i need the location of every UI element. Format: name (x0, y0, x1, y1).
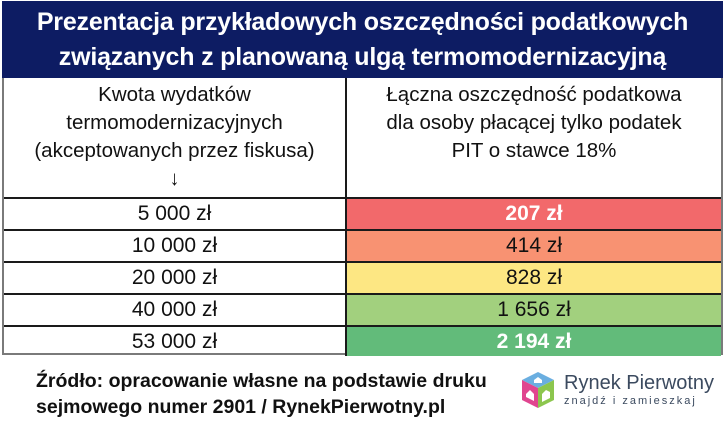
header-text: PIT o stawce 18% (451, 139, 617, 162)
table-row: 20 000 zł 828 zł (4, 263, 721, 295)
header-text: (akceptowanych przez fiskusa) (34, 139, 315, 162)
logo-tagline: znajdź i zamieszkaj (564, 395, 697, 407)
amount-cell: 20 000 zł (4, 263, 347, 293)
savings-table: Kwota wydatków termomodernizacyjnych (ak… (4, 78, 721, 356)
source-line-2: sejmowego numer 2901 / RynekPierwotny.pl (36, 396, 446, 418)
saving-cell: 1 656 zł (347, 295, 721, 325)
title-line-2: związanych z planowaną ulgą termomoderni… (58, 43, 667, 71)
header-text: termomodernizacyjnych (66, 111, 283, 134)
header-text: Łączna oszczędność podatkowa (386, 83, 682, 106)
saving-cell: 828 zł (347, 263, 721, 293)
table-header-row: Kwota wydatków termomodernizacyjnych (ak… (4, 78, 721, 199)
amount-cell: 5 000 zł (4, 199, 347, 229)
cube-house-icon (522, 372, 554, 408)
saving-cell: 2 194 zł (347, 327, 721, 356)
header-savings: Łączna oszczędność podatkowa dla osoby p… (347, 78, 721, 197)
amount-cell: 40 000 zł (4, 295, 347, 325)
table-row: 5 000 zł 207 zł (4, 199, 721, 231)
page-title: Prezentacja przykładowych oszczędności p… (2, 1, 723, 78)
arrow-down-icon: ↓ (169, 167, 180, 190)
title-line-1: Prezentacja przykładowych oszczędności p… (36, 8, 689, 36)
table-row: 53 000 zł 2 194 zł (4, 327, 721, 356)
brand-logo: Rynek Pierwotny znajdź i zamieszkaj (520, 370, 714, 410)
table-row: 10 000 zł 414 zł (4, 231, 721, 263)
saving-cell: 207 zł (347, 199, 721, 229)
logo-name: Rynek Pierwotny (564, 372, 715, 394)
amount-cell: 53 000 zł (4, 327, 347, 356)
table-row: 40 000 zł 1 656 zł (4, 295, 721, 327)
saving-cell: 414 zł (347, 231, 721, 261)
header-expenses: Kwota wydatków termomodernizacyjnych (ak… (4, 78, 347, 197)
header-text: Kwota wydatków (98, 83, 251, 106)
source-line-1: Źródło: opracowanie własne na podstawie … (36, 370, 487, 392)
source-note: Źródło: opracowanie własne na podstawie … (36, 368, 487, 420)
header-text: dla osoby płacącej tylko podatek (386, 111, 682, 134)
amount-cell: 10 000 zł (4, 231, 347, 261)
